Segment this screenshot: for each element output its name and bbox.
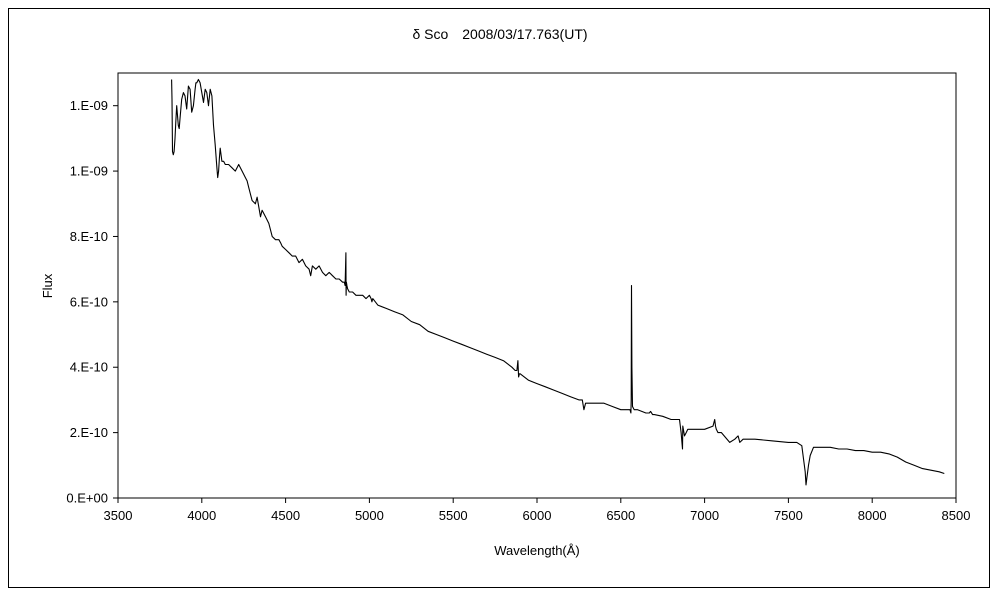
y-tick-label: 6.E-10 bbox=[70, 294, 108, 309]
y-tick-label: 4.E-10 bbox=[70, 360, 108, 375]
x-tick-label: 3500 bbox=[104, 508, 133, 523]
y-tick-label: 1.E-09 bbox=[70, 98, 108, 113]
x-axis-label: Wavelength(Å) bbox=[494, 543, 580, 558]
x-tick-label: 8500 bbox=[942, 508, 971, 523]
y-tick-label: 2.E-10 bbox=[70, 425, 108, 440]
x-tick-label: 5500 bbox=[439, 508, 468, 523]
x-tick-label: 4000 bbox=[187, 508, 216, 523]
y-axis-label: Flux bbox=[40, 273, 55, 298]
x-tick-label: 5000 bbox=[355, 508, 384, 523]
spectrum-line bbox=[171, 78, 945, 486]
y-tick-label: 0.E+00 bbox=[66, 491, 108, 506]
chart-title: δ Sco 2008/03/17.763(UT) bbox=[412, 26, 588, 42]
x-tick-label: 7500 bbox=[774, 508, 803, 523]
x-tick-label: 4500 bbox=[271, 508, 300, 523]
y-tick-label: 1.E-09 bbox=[70, 164, 108, 179]
x-tick-label: 7000 bbox=[690, 508, 719, 523]
x-tick-label: 6000 bbox=[523, 508, 552, 523]
x-tick-label: 8000 bbox=[858, 508, 887, 523]
x-tick-label: 6500 bbox=[606, 508, 635, 523]
plot-area bbox=[117, 72, 957, 499]
y-tick-label: 8.E-10 bbox=[70, 229, 108, 244]
